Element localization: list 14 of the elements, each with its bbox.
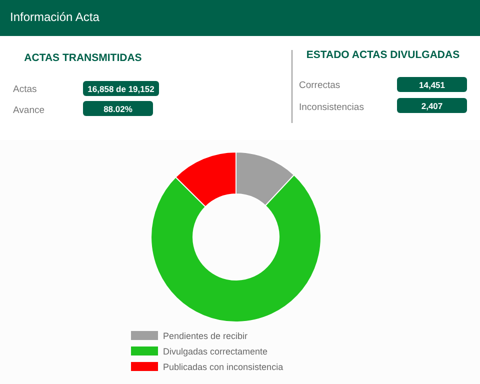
text: 14,451 [419, 80, 446, 90]
legend-label: Publicadas con inconsistencia [163, 362, 284, 372]
legend-label: Divulgadas correctamente [163, 346, 268, 356]
legend-label: Pendientes de recibir [163, 331, 248, 341]
text: 16,858 de 19,152 [88, 84, 155, 94]
text: ESTADO ACTAS DIVULGADAS [306, 49, 460, 61]
text: Actas [13, 84, 38, 95]
text: Información Acta [10, 10, 100, 24]
text: Correctas [299, 80, 340, 91]
text: ACTAS TRANSMITIDAS [24, 52, 142, 64]
text: Inconsistencias [299, 102, 364, 113]
text: 88.02% [104, 104, 133, 114]
text: Avance [13, 105, 45, 116]
text: 2,407 [421, 101, 443, 111]
